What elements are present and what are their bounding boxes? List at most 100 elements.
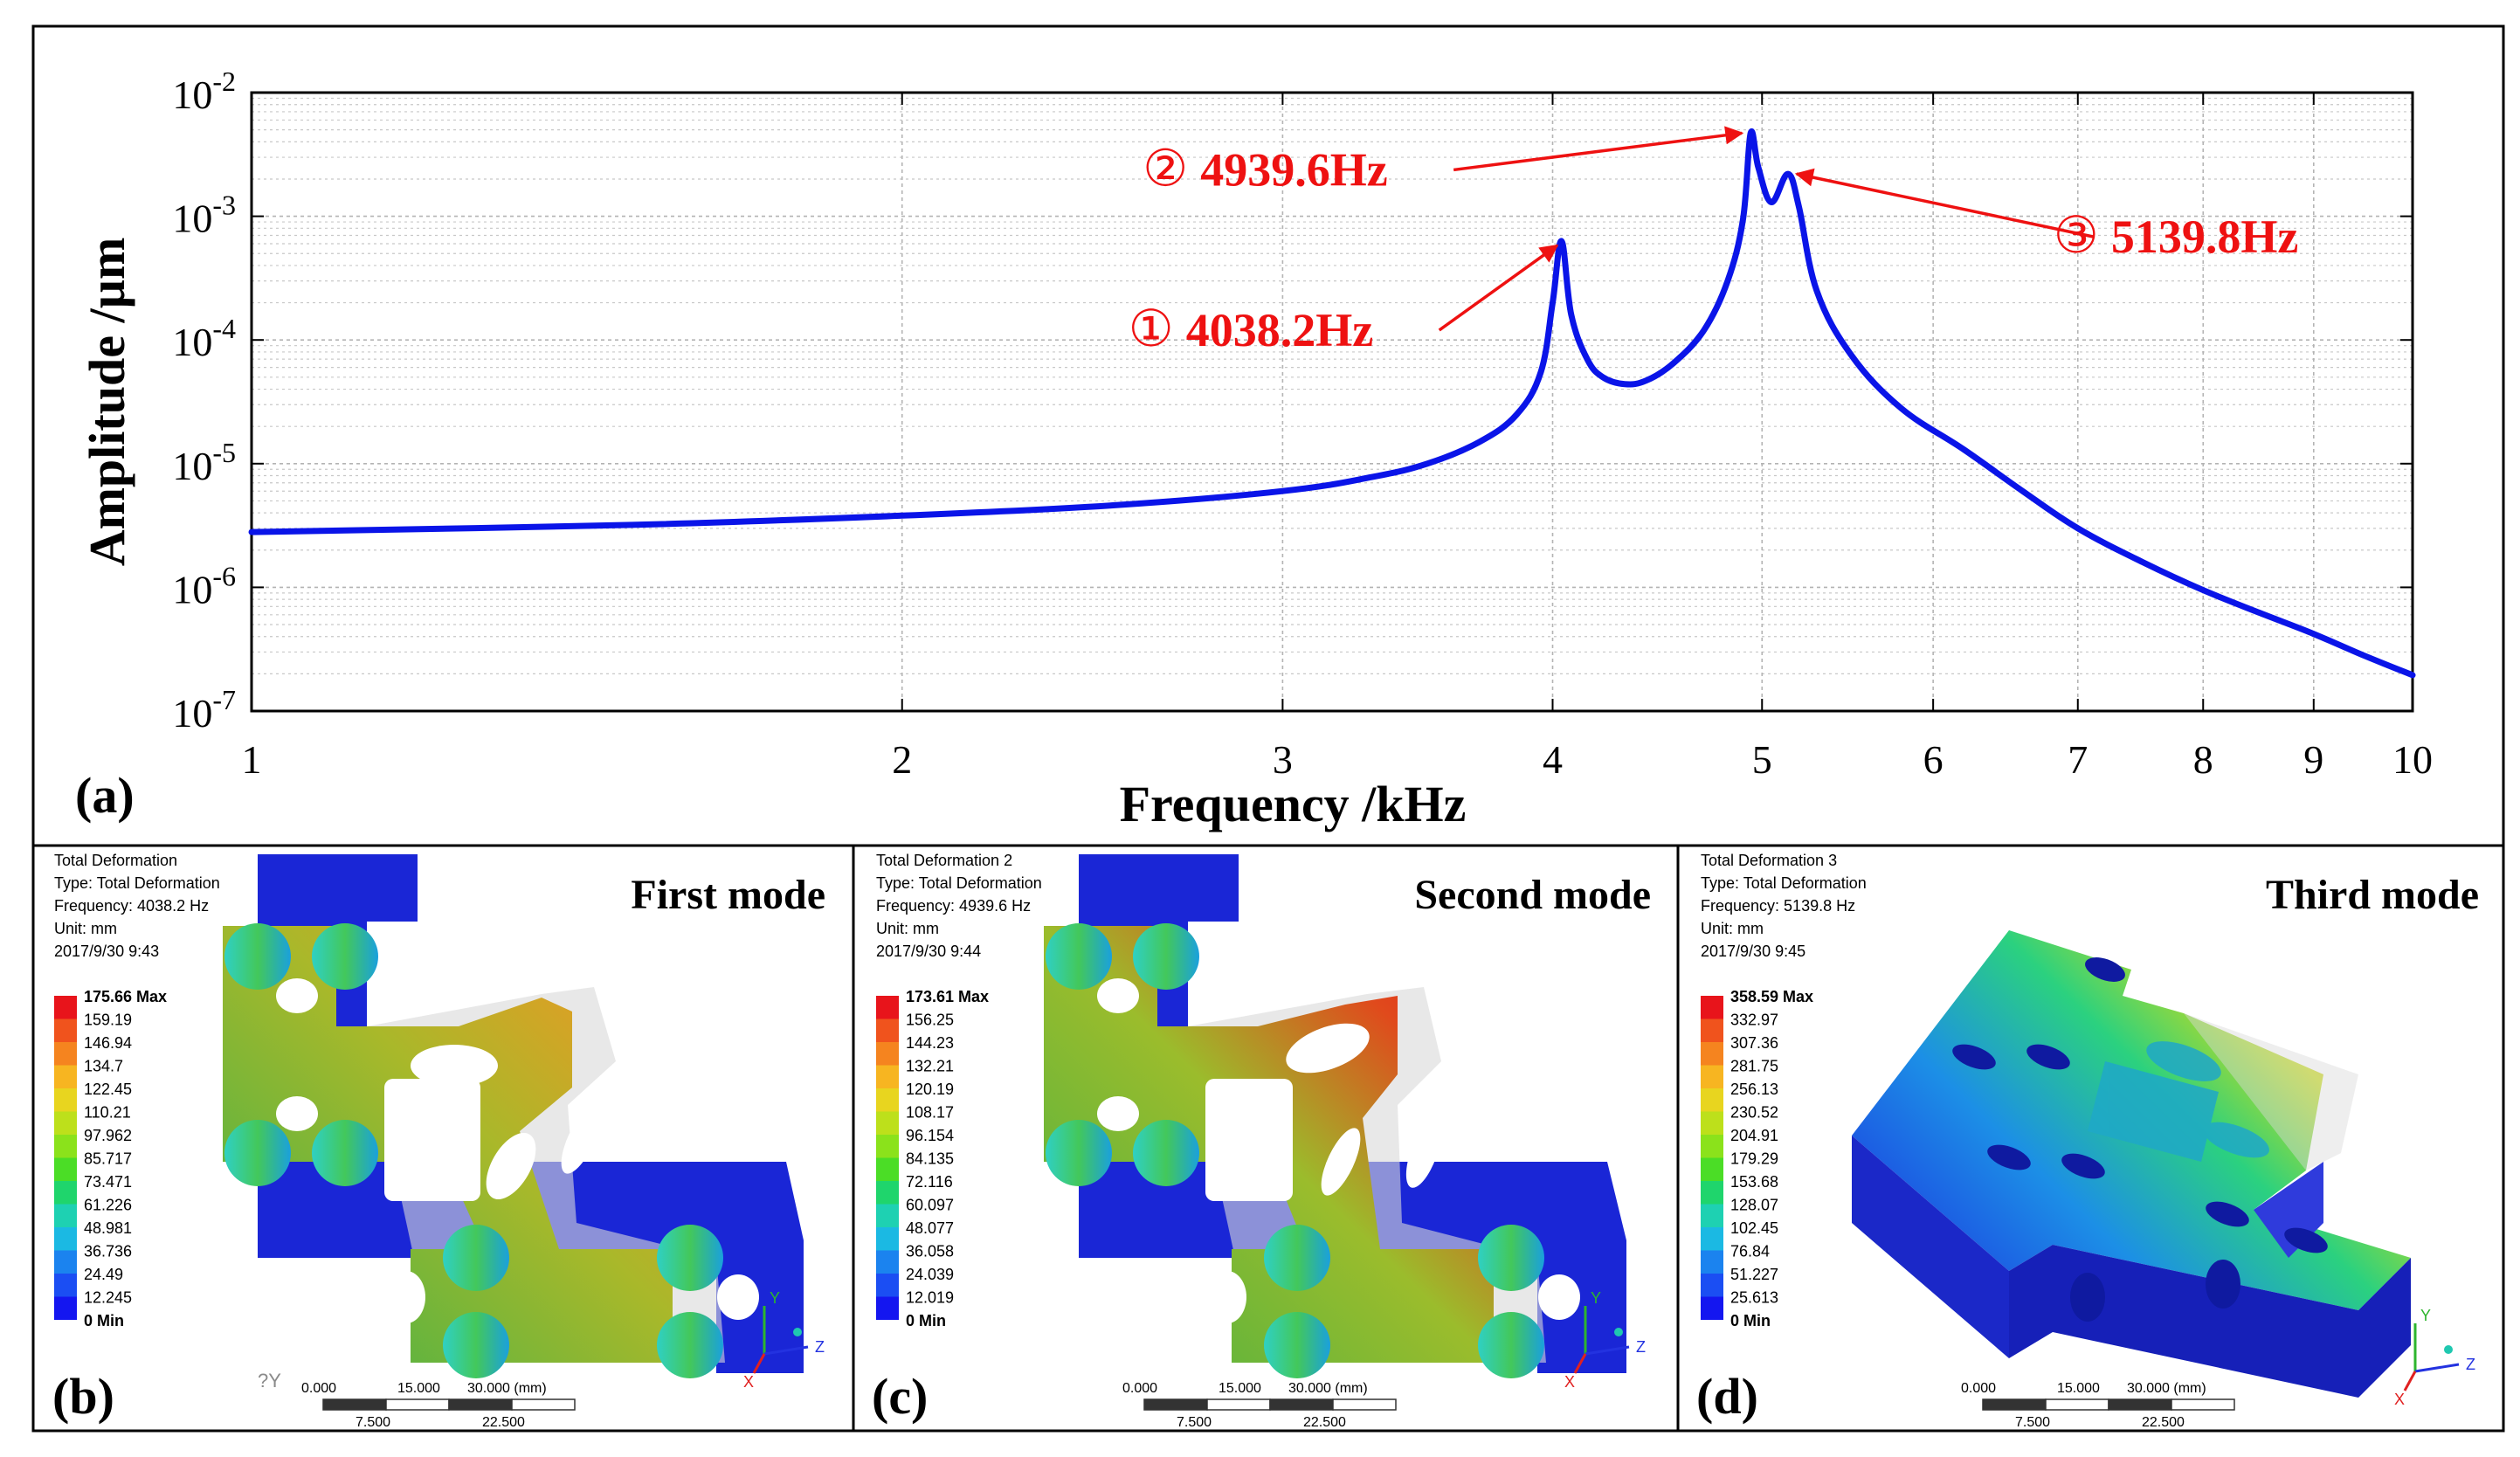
legend-label: 72.116 <box>906 1173 953 1191</box>
panel-label-d: (d) <box>1696 1368 1758 1425</box>
scale-segment <box>511 1398 576 1411</box>
legend-color-swatch <box>876 1135 899 1158</box>
flexure-hinges <box>224 923 723 1378</box>
plot-area <box>252 93 2413 711</box>
legend-label: 24.039 <box>906 1266 954 1283</box>
legend-label: 256.13 <box>1730 1081 1778 1098</box>
legend-label: 85.717 <box>84 1150 132 1168</box>
scale-label: 7.500 <box>1177 1415 1212 1430</box>
x-tick-label: 9 <box>2303 737 2323 782</box>
legend-color-swatch <box>1701 1135 1723 1158</box>
scale-label: 15.000 <box>397 1381 440 1396</box>
info-line: Total Deformation 3 <box>1701 852 1837 869</box>
legend-label: 51.227 <box>1730 1266 1778 1283</box>
x-tick-label: 5 <box>1752 737 1772 782</box>
contour-legend: 175.66 Max 159.19 146.94 134.7 122.45 110.21 9… <box>54 988 167 1329</box>
scale-segment <box>1332 1398 1397 1411</box>
coordinate-triad: Y Z X <box>2394 1307 2475 1408</box>
info-line: Total Deformation <box>54 852 177 869</box>
legend-label: 12.019 <box>906 1289 954 1307</box>
holes <box>276 978 759 1323</box>
mode-title: Second mode <box>1414 872 1651 918</box>
info-line: Unit: mm <box>876 920 939 937</box>
annotation-peak-2: ② 4939.6Hz <box>1143 126 1744 197</box>
axis-z <box>2414 1363 2460 1373</box>
legend-label: 12.245 <box>84 1289 132 1307</box>
y-axis-ticks: 10-2 10-3 10-4 10-5 10-6 10-7 <box>172 66 2413 735</box>
scale-segment <box>1206 1398 1271 1411</box>
frequency-response-chart: 10-2 10-3 10-4 10-5 10-6 10-7 1 2 3 4 5 6 7 8 9 10 ① 40… <box>75 66 2433 832</box>
scale-label: 0.000 <box>1122 1381 1157 1396</box>
legend-color-swatch <box>1701 1227 1723 1251</box>
axis-letter-x: X <box>1564 1373 1575 1391</box>
legend-color-swatch <box>1701 1088 1723 1112</box>
legend-color-swatch <box>876 1250 899 1274</box>
legend-label: 120.19 <box>906 1081 954 1098</box>
y-tick-label: 10-5 <box>172 437 236 488</box>
info-line: Type: Total Deformation <box>54 874 220 892</box>
panel-d-frame <box>1676 844 2505 1433</box>
info-line: Total Deformation 2 <box>876 852 1012 869</box>
axis-letter-z: Z <box>815 1338 825 1356</box>
legend-label: 122.45 <box>84 1081 132 1098</box>
axis-letter-y: Y <box>770 1289 780 1307</box>
legend-label: 76.84 <box>1730 1243 1770 1260</box>
legend-label: 110.21 <box>84 1104 131 1122</box>
block-side-face <box>1852 1136 2009 1358</box>
triad-dot <box>793 1328 802 1336</box>
legend-label: 97.962 <box>84 1127 132 1144</box>
scale-label: 15.000 <box>2057 1381 2100 1396</box>
undeformed-shadow <box>2184 1013 2358 1170</box>
info-line: 2017/9/30 9:43 <box>54 943 159 960</box>
info-line: Type: Total Deformation <box>876 874 1042 892</box>
scale-segment <box>1269 1398 1334 1411</box>
annotation-peak-3: ③ 5139.8Hz <box>1794 168 2298 265</box>
legend-color-swatch <box>1701 1181 1723 1205</box>
y-tick-label: 10-6 <box>172 560 236 611</box>
scale-label: 22.500 <box>482 1415 525 1430</box>
legend-label: 48.077 <box>906 1219 954 1237</box>
annotation-marker: ③ <box>2054 205 2099 265</box>
legend-color-swatch <box>54 1065 77 1088</box>
legend-color-swatch <box>1701 1111 1723 1135</box>
scale-segment <box>385 1398 450 1411</box>
legend-color-swatch <box>876 1181 899 1205</box>
legend-color-swatch <box>876 1274 899 1297</box>
x-tick-label: 6 <box>1923 737 1944 782</box>
scale-label: 0.000 <box>301 1381 336 1396</box>
x-tick-label: 2 <box>892 737 912 782</box>
coordinate-triad: Y Z X <box>743 1289 825 1391</box>
scale-segment <box>1982 1398 2047 1411</box>
info-line: Unit: mm <box>54 920 117 937</box>
scale-label: 0.000 <box>1961 1381 1996 1396</box>
annotation-marker: ② <box>1143 138 1188 197</box>
info-line: Unit: mm <box>1701 920 1764 937</box>
legend-color-swatch <box>1701 1019 1723 1042</box>
legend-color-swatch <box>54 1181 77 1205</box>
scale-label: 22.500 <box>1303 1415 1346 1430</box>
legend-color-swatch <box>876 1227 899 1251</box>
annotation-marker: ① <box>1129 299 1174 358</box>
legend-label: 204.91 <box>1730 1127 1778 1144</box>
scale-label: 7.500 <box>2015 1415 2050 1430</box>
y-axis-label: Amplitude /µm <box>79 238 135 567</box>
annotation-label: 5139.8Hz <box>2111 211 2298 263</box>
legend-label: 25.613 <box>1730 1289 1778 1307</box>
coordinate-triad: Y Z X <box>1564 1289 1646 1391</box>
contour-legend: 173.61 Max 156.25 144.23 132.21 120.19 108.17… <box>876 988 989 1329</box>
legend-color-swatch <box>54 1250 77 1274</box>
panel-label-b: (b) <box>52 1368 114 1425</box>
legend-color-swatch <box>876 1296 899 1320</box>
scale-label: 30.000 (mm) <box>1288 1381 1368 1396</box>
legend-color-swatch <box>1701 996 1723 1019</box>
legend-color-swatch <box>1701 1065 1723 1088</box>
axis-x <box>752 1353 766 1374</box>
legend-color-swatch <box>876 996 899 1019</box>
pockets <box>1952 957 2328 1322</box>
holes <box>1097 978 1580 1323</box>
legend-label: 175.66 Max <box>84 988 167 1005</box>
scale-bar: 0.000 15.000 30.000 (mm) 7.500 22.500 <box>1961 1381 2235 1430</box>
legend-color-swatch <box>876 1088 899 1112</box>
axis-letter-z: Z <box>2466 1356 2475 1373</box>
triad-dot <box>2444 1345 2453 1354</box>
